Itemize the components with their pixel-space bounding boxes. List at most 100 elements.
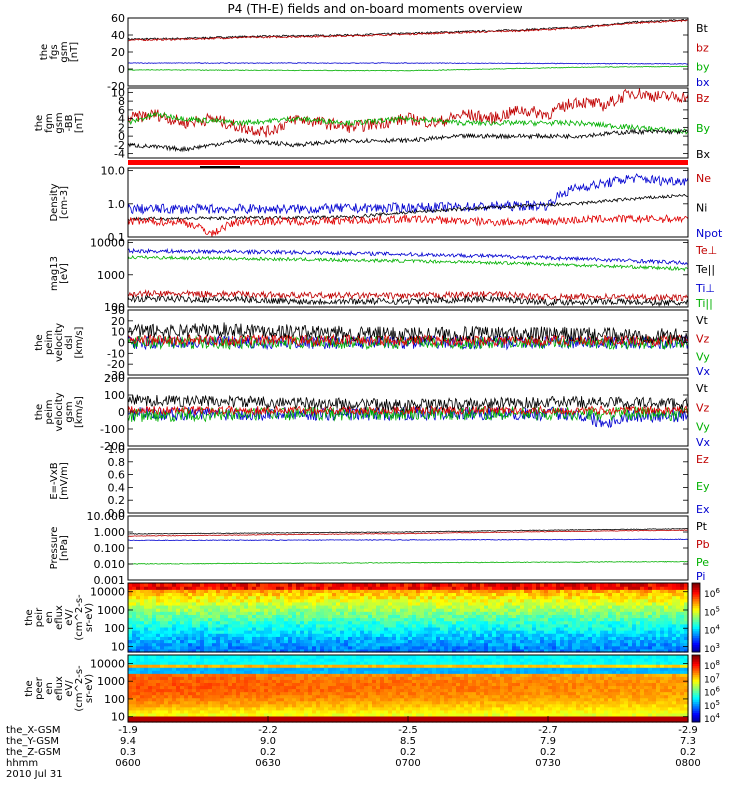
spectrogram-cell [368,630,373,634]
spectrogram-cell [420,617,425,622]
panel-fgs [127,17,689,87]
spectrogram-cell [388,630,393,634]
spectrogram-cell [608,626,613,631]
spectrogram-cell [596,611,601,615]
spectrogram-cell [512,626,517,631]
spectrogram-cell [252,664,257,668]
spectrogram-cell [244,645,249,650]
spectrogram-cell [316,667,321,671]
spectrogram-cell [516,589,521,594]
spectrogram-cell [460,617,465,622]
spectrogram-cell [520,595,525,600]
spectrogram-cell [288,670,293,674]
spectrogram-cell [200,614,205,619]
spectrogram-cell [336,706,341,711]
spectrogram-cell [220,586,225,590]
spectrogram-cell [604,598,609,603]
spectrogram-cell [228,598,233,603]
spectrogram-cell [268,604,273,609]
spectrogram-cell [404,694,409,699]
spectrogram-cell [424,623,429,628]
spectrogram-cell [164,645,169,650]
spectrogram-cell [260,661,265,665]
spectrogram-cell [344,601,349,606]
spectrogram-cell [300,718,305,723]
spectrogram-cell [132,709,137,714]
spectrogram-cell [516,617,521,622]
spectrogram-cell [172,633,177,637]
spectrogram-cell [556,583,561,587]
spectrogram-cell [276,688,281,693]
spectrogram-cell [296,636,301,641]
spectrogram-cell [320,614,325,619]
spectrogram-cell [580,598,585,603]
spectrogram-cell [256,664,261,668]
spectrogram-cell [484,642,489,647]
spectrogram-cell [416,676,421,680]
spectrogram-cell [316,620,321,625]
spectrogram-cell [632,639,637,644]
spectrogram-cell [280,676,285,680]
spectrogram-cell [636,586,641,590]
spectrogram-cell [340,595,345,600]
spectrogram-cell [272,592,277,597]
spectrogram-cell [592,630,597,634]
spectrogram-cell [236,642,241,647]
spectrogram-cell [132,676,137,680]
spectrogram-cell [164,700,169,705]
spectrogram-cell [476,648,481,653]
spectrogram-cell [312,703,317,708]
spectrogram-cell [656,592,661,597]
spectrogram-cell [360,642,365,647]
spectrogram-cell [408,626,413,631]
spectrogram-cell [236,658,241,662]
spectrogram-cell [232,667,237,671]
spectrogram-cell [328,611,333,615]
spectrogram-cell [356,703,361,708]
spectrogram-cell [208,623,213,628]
spectrogram-cell [408,706,413,711]
spectrogram-cell [240,700,245,705]
spectrogram-cell [128,583,133,587]
spectrogram-cell [392,712,397,717]
spectrogram-cell [208,670,213,674]
y-tick-label: -2 [114,139,125,152]
spectrogram-cell [368,661,373,665]
spectrogram-cell [524,583,529,587]
spectrogram-cell [304,700,309,705]
spectrogram-cell [480,583,485,587]
spectrogram-cell [364,679,369,684]
spectrogram-cell [224,658,229,662]
spectrogram-cell [272,661,277,665]
spectrogram-cell [448,630,453,634]
spectrogram-cell [280,608,285,612]
spectrogram-cell [512,601,517,606]
spectrogram-cell [540,608,545,612]
spectrogram-cell [420,604,425,609]
spectrogram-cell [660,598,665,603]
spectrogram-cell [396,703,401,708]
spectrogram-cell [236,664,241,668]
colorbar-segment [692,592,700,595]
spectrogram-cell [224,639,229,644]
spectrogram-cell [152,679,157,684]
spectrogram-cell [168,682,173,687]
spectrogram-cell [156,608,161,612]
spectrogram-cell [432,636,437,641]
spectrogram-cell [140,630,145,634]
spectrogram-cell [180,620,185,625]
spectrogram-cell [184,673,189,677]
spectrogram-cell [544,595,549,600]
spectrogram-cell [236,592,241,597]
spectrogram-cell [380,617,385,622]
spectrogram-cell [188,664,193,668]
spectrogram-cell [188,630,193,634]
spectrogram-cell [328,586,333,590]
spectrogram-cell [376,608,381,612]
spectrogram-cell [632,617,637,622]
legend-entry: Ey [696,480,710,493]
spectrogram-cell [220,667,225,671]
spectrogram-cell [400,706,405,711]
spectrogram-cell [464,636,469,641]
spectrogram-cell [348,667,353,671]
